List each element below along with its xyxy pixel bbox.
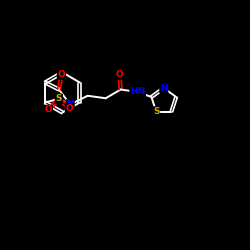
- Text: HN: HN: [130, 88, 145, 96]
- Text: O: O: [116, 70, 123, 79]
- Text: O: O: [44, 106, 52, 114]
- Text: S: S: [56, 94, 62, 103]
- Text: N: N: [160, 84, 168, 92]
- Text: S: S: [153, 107, 160, 116]
- Text: N: N: [66, 100, 74, 109]
- Text: O: O: [66, 104, 73, 113]
- Text: O: O: [58, 70, 65, 79]
